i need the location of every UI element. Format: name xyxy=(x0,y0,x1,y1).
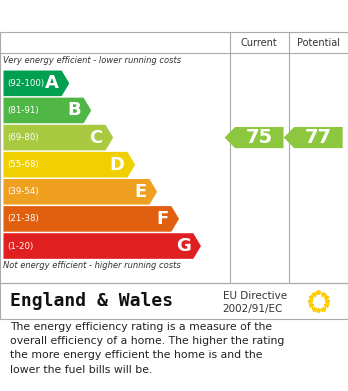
Text: B: B xyxy=(67,101,81,119)
Polygon shape xyxy=(3,179,157,204)
Polygon shape xyxy=(3,206,179,232)
Text: Potential: Potential xyxy=(297,38,340,48)
Text: E: E xyxy=(134,183,147,201)
Text: (1-20): (1-20) xyxy=(8,242,34,251)
Text: (69-80): (69-80) xyxy=(8,133,39,142)
Polygon shape xyxy=(224,127,284,148)
Text: The energy efficiency rating is a measure of the
overall efficiency of a home. T: The energy efficiency rating is a measur… xyxy=(10,321,285,375)
Polygon shape xyxy=(3,98,91,123)
Text: England & Wales: England & Wales xyxy=(10,292,174,310)
Text: Energy Efficiency Rating: Energy Efficiency Rating xyxy=(9,7,238,25)
Polygon shape xyxy=(284,127,343,148)
Text: 75: 75 xyxy=(246,128,273,147)
Text: Very energy efficient - lower running costs: Very energy efficient - lower running co… xyxy=(3,56,182,65)
Polygon shape xyxy=(3,125,113,151)
Text: 2002/91/EC: 2002/91/EC xyxy=(223,304,283,314)
Text: (92-100): (92-100) xyxy=(8,79,45,88)
Text: Current: Current xyxy=(241,38,278,48)
Text: G: G xyxy=(176,237,190,255)
Text: EU Directive: EU Directive xyxy=(223,291,287,301)
Polygon shape xyxy=(3,152,135,178)
Text: (81-91): (81-91) xyxy=(8,106,39,115)
Text: A: A xyxy=(45,74,59,92)
Text: F: F xyxy=(156,210,168,228)
Polygon shape xyxy=(3,233,201,259)
Text: Not energy efficient - higher running costs: Not energy efficient - higher running co… xyxy=(3,261,181,270)
Text: C: C xyxy=(89,129,103,147)
Text: (55-68): (55-68) xyxy=(8,160,39,169)
Text: 77: 77 xyxy=(305,128,332,147)
Polygon shape xyxy=(3,70,69,96)
Text: D: D xyxy=(110,156,125,174)
Text: (21-38): (21-38) xyxy=(8,214,39,223)
Text: (39-54): (39-54) xyxy=(8,187,39,196)
